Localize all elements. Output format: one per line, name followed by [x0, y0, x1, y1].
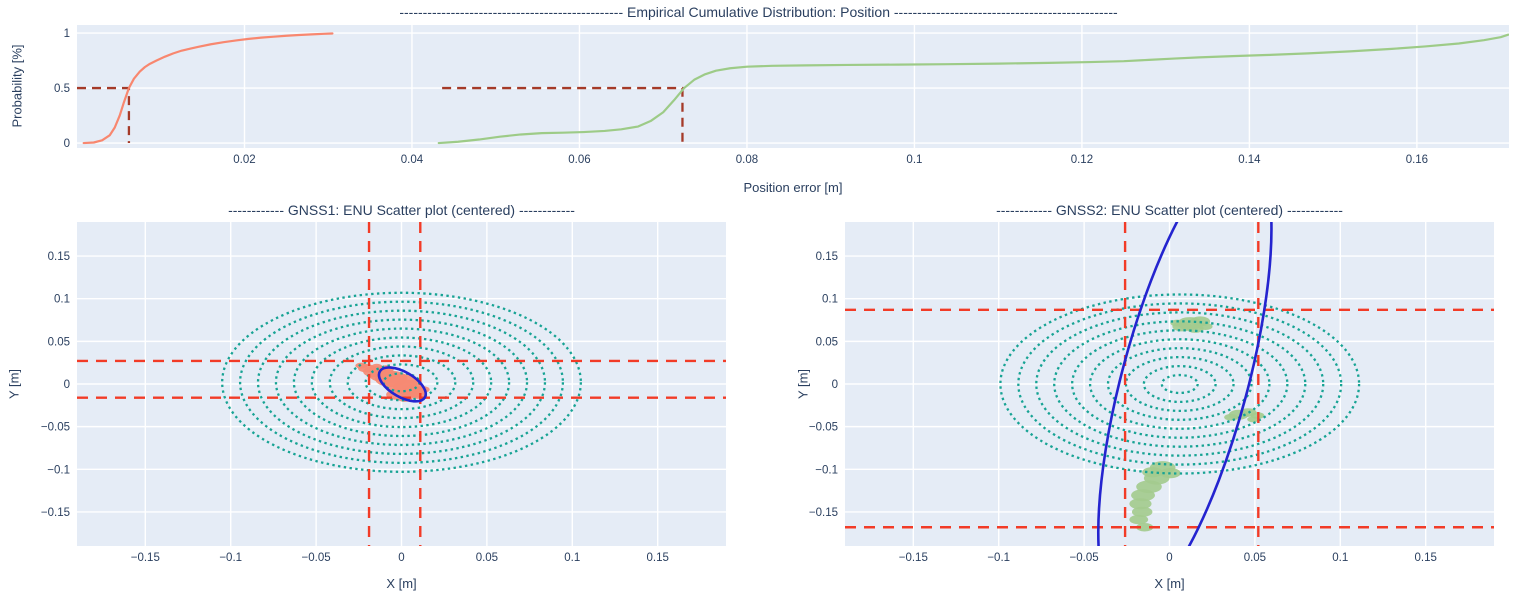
svg-text:0.05: 0.05: [1244, 552, 1266, 564]
svg-text:0.1: 0.1: [822, 294, 838, 306]
svg-text:−0.15: −0.15: [809, 507, 838, 519]
svg-text:0: 0: [64, 138, 70, 150]
svg-text:−0.1: −0.1: [815, 464, 838, 476]
svg-text:0.15: 0.15: [816, 251, 838, 263]
ecdf-chart-svg: 0.02 0.04 0.06 0.08 0.1 0.12 0.14 0.16 0 0.5 1: [54, 25, 1509, 166]
svg-text:−0.15: −0.15: [899, 552, 928, 564]
gnss2-x-axis-label: X [m]: [1154, 576, 1185, 591]
svg-text:−0.1: −0.1: [219, 552, 242, 564]
svg-text:0.5: 0.5: [54, 83, 70, 95]
svg-text:0: 0: [64, 379, 70, 391]
svg-text:0.08: 0.08: [736, 154, 758, 166]
ecdf-y-axis-label: Probability [%]: [9, 44, 25, 128]
svg-text:0.05: 0.05: [476, 552, 498, 564]
svg-text:0.1: 0.1: [564, 552, 580, 564]
svg-text:0: 0: [398, 552, 404, 564]
svg-text:1: 1: [64, 28, 70, 40]
svg-text:−0.05: −0.05: [809, 422, 838, 434]
svg-text:0.02: 0.02: [233, 154, 255, 166]
svg-text:−0.1: −0.1: [987, 552, 1010, 564]
svg-text:0.04: 0.04: [401, 154, 424, 166]
svg-text:−0.1: −0.1: [47, 464, 70, 476]
svg-text:−0.15: −0.15: [131, 552, 160, 564]
svg-text:0.1: 0.1: [1332, 552, 1348, 564]
svg-text:0.1: 0.1: [54, 294, 70, 306]
gnss1-title: ------------ GNSS1: ENU Scatter plot (ce…: [228, 202, 575, 218]
svg-text:0.1: 0.1: [906, 154, 922, 166]
svg-text:0.15: 0.15: [646, 552, 668, 564]
svg-text:0.15: 0.15: [48, 251, 70, 263]
svg-text:0.06: 0.06: [568, 154, 590, 166]
svg-text:−0.05: −0.05: [41, 422, 70, 434]
svg-text:0.12: 0.12: [1071, 154, 1093, 166]
gnss1-y-axis-label: Y [m]: [6, 368, 22, 400]
gnss2-scatter-svg: −0.15 −0.1 −0.05 0 0.05 0.1 0.15 0.15 0.1 0.05 0 −0…: [809, 222, 1494, 564]
svg-text:0.05: 0.05: [48, 336, 70, 348]
svg-text:0: 0: [1166, 552, 1172, 564]
gnss1-x-axis-label: X [m]: [386, 576, 417, 591]
svg-text:0: 0: [832, 379, 838, 391]
gnss2-y-axis-label: Y [m]: [795, 368, 811, 400]
ecdf-title: ----------------------------------------…: [399, 4, 1118, 20]
svg-text:−0.05: −0.05: [1070, 552, 1099, 564]
ecdf-x-axis-label: Position error [m]: [743, 180, 843, 195]
svg-text:−0.15: −0.15: [41, 507, 70, 519]
svg-text:0.14: 0.14: [1238, 154, 1261, 166]
gnss1-scatter-svg: −0.15 −0.1 −0.05 0 0.05 0.1 0.15 0.15 0.1 0.05 0 −0…: [41, 222, 726, 564]
svg-text:−0.05: −0.05: [302, 552, 331, 564]
gnss2-title: ------------ GNSS2: ENU Scatter plot (ce…: [996, 202, 1343, 218]
svg-text:0.15: 0.15: [1414, 552, 1436, 564]
svg-text:0.05: 0.05: [816, 336, 838, 348]
svg-text:0.16: 0.16: [1406, 154, 1428, 166]
